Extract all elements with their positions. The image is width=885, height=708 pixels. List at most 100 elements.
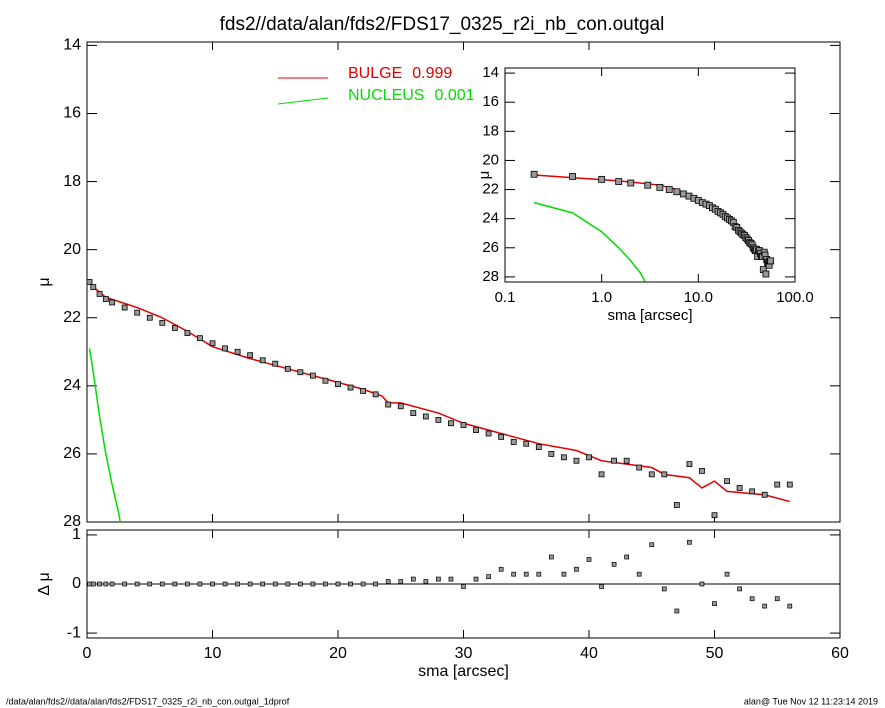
footer-right: alan@ Tue Nov 12 11:23:14 2019 <box>744 696 878 706</box>
data-point <box>530 170 538 178</box>
legend-swatch <box>277 97 329 105</box>
data-point <box>102 296 109 302</box>
data-point <box>598 175 606 183</box>
residual-point <box>473 576 479 582</box>
residual-point <box>335 581 341 587</box>
residual-point <box>636 571 642 577</box>
residual-point <box>323 581 328 587</box>
residual-point <box>147 581 153 587</box>
data-point <box>623 457 630 464</box>
data-point <box>510 439 517 445</box>
residual-point <box>536 571 542 577</box>
data-point <box>322 377 329 384</box>
data-point <box>648 471 655 478</box>
data-point <box>234 348 241 355</box>
data-point <box>159 319 166 326</box>
model-line <box>88 348 122 522</box>
residual-point <box>172 581 178 587</box>
residual-point <box>448 576 454 582</box>
title: fds2//data/alan/fds2/FDS17_0325_r2i_nb_c… <box>220 14 665 35</box>
residual-point <box>511 571 517 577</box>
y-tick-label: 26 <box>63 445 81 462</box>
x-axis-label: sma [arcsec] <box>607 307 692 324</box>
residual-point <box>373 581 378 587</box>
data-point <box>109 299 115 306</box>
data-point <box>460 422 467 428</box>
x-tick-label: 60 <box>831 645 849 662</box>
x-tick-label: 20 <box>329 645 347 662</box>
y-tick-label: 16 <box>63 105 81 122</box>
x-tick-label: 50 <box>706 645 724 662</box>
data-point <box>673 502 680 508</box>
residual-point <box>122 581 128 587</box>
data-point <box>679 190 687 198</box>
y-tick-label: 0 <box>72 575 81 592</box>
data-point <box>615 178 623 185</box>
data-point <box>673 188 681 196</box>
residual-point <box>674 608 680 614</box>
data-point <box>774 481 781 488</box>
data-point <box>422 413 429 420</box>
data-point <box>535 444 542 451</box>
data-point <box>272 360 279 367</box>
residual-point <box>210 581 215 587</box>
plot-area <box>530 170 775 282</box>
data-point <box>586 454 592 461</box>
data-point <box>523 440 530 447</box>
y-tick-label: 1 <box>72 526 81 543</box>
residual-point <box>87 581 92 587</box>
residual-point <box>461 584 466 589</box>
data-point <box>699 468 705 474</box>
x-tick-label: 0 <box>83 645 92 662</box>
residual-point <box>523 571 529 577</box>
residual-point <box>687 539 692 545</box>
data-point <box>749 488 756 495</box>
y-tick-label: 28 <box>482 268 499 285</box>
y-tick-label: 20 <box>482 151 499 168</box>
data-point <box>87 279 93 285</box>
residual-point <box>310 581 316 587</box>
residual-point <box>774 596 780 602</box>
data-point <box>134 309 141 316</box>
footer-left: /data/alan/fds2//data/alan/fds2/FDS17_03… <box>6 696 290 706</box>
residual-point <box>661 586 667 592</box>
data-point <box>786 481 793 488</box>
residual-point <box>247 581 253 587</box>
data-point <box>209 340 216 347</box>
data-point <box>284 365 291 372</box>
residual-point <box>298 581 303 587</box>
x-tick-label: 30 <box>455 645 473 662</box>
data-point <box>767 257 775 265</box>
panel-bg <box>505 68 795 282</box>
x-tick-label: 0.1 <box>495 289 516 306</box>
y-axis-label: μ <box>476 171 493 180</box>
legend-fraction: 0.999 <box>412 65 452 82</box>
data-point <box>410 410 417 416</box>
data-point <box>573 457 580 464</box>
data-point <box>184 330 191 336</box>
legend-label: NUCLEUS <box>348 87 424 104</box>
x-axis-label: sma [arcsec] <box>418 663 509 680</box>
residual-point <box>599 584 604 589</box>
data-point <box>665 186 673 193</box>
data-point <box>297 369 304 376</box>
y-tick-label: 18 <box>482 122 499 139</box>
data-point <box>736 485 743 491</box>
data-point <box>724 478 730 485</box>
residual-point <box>699 581 705 587</box>
residual-point <box>348 581 353 587</box>
legend-label: BULGE <box>348 65 402 82</box>
y-tick-label: 26 <box>482 239 499 256</box>
residual-point <box>185 581 190 587</box>
residual-point <box>235 581 240 587</box>
x-tick-label: 10 <box>204 645 222 662</box>
residual-point <box>724 571 730 577</box>
residual-point <box>749 596 755 602</box>
data-point <box>711 512 718 519</box>
residual-point <box>109 581 115 587</box>
data-point <box>347 384 354 391</box>
residual-point <box>486 574 491 579</box>
y-tick-label: 24 <box>482 210 499 227</box>
residual-point <box>423 579 429 584</box>
